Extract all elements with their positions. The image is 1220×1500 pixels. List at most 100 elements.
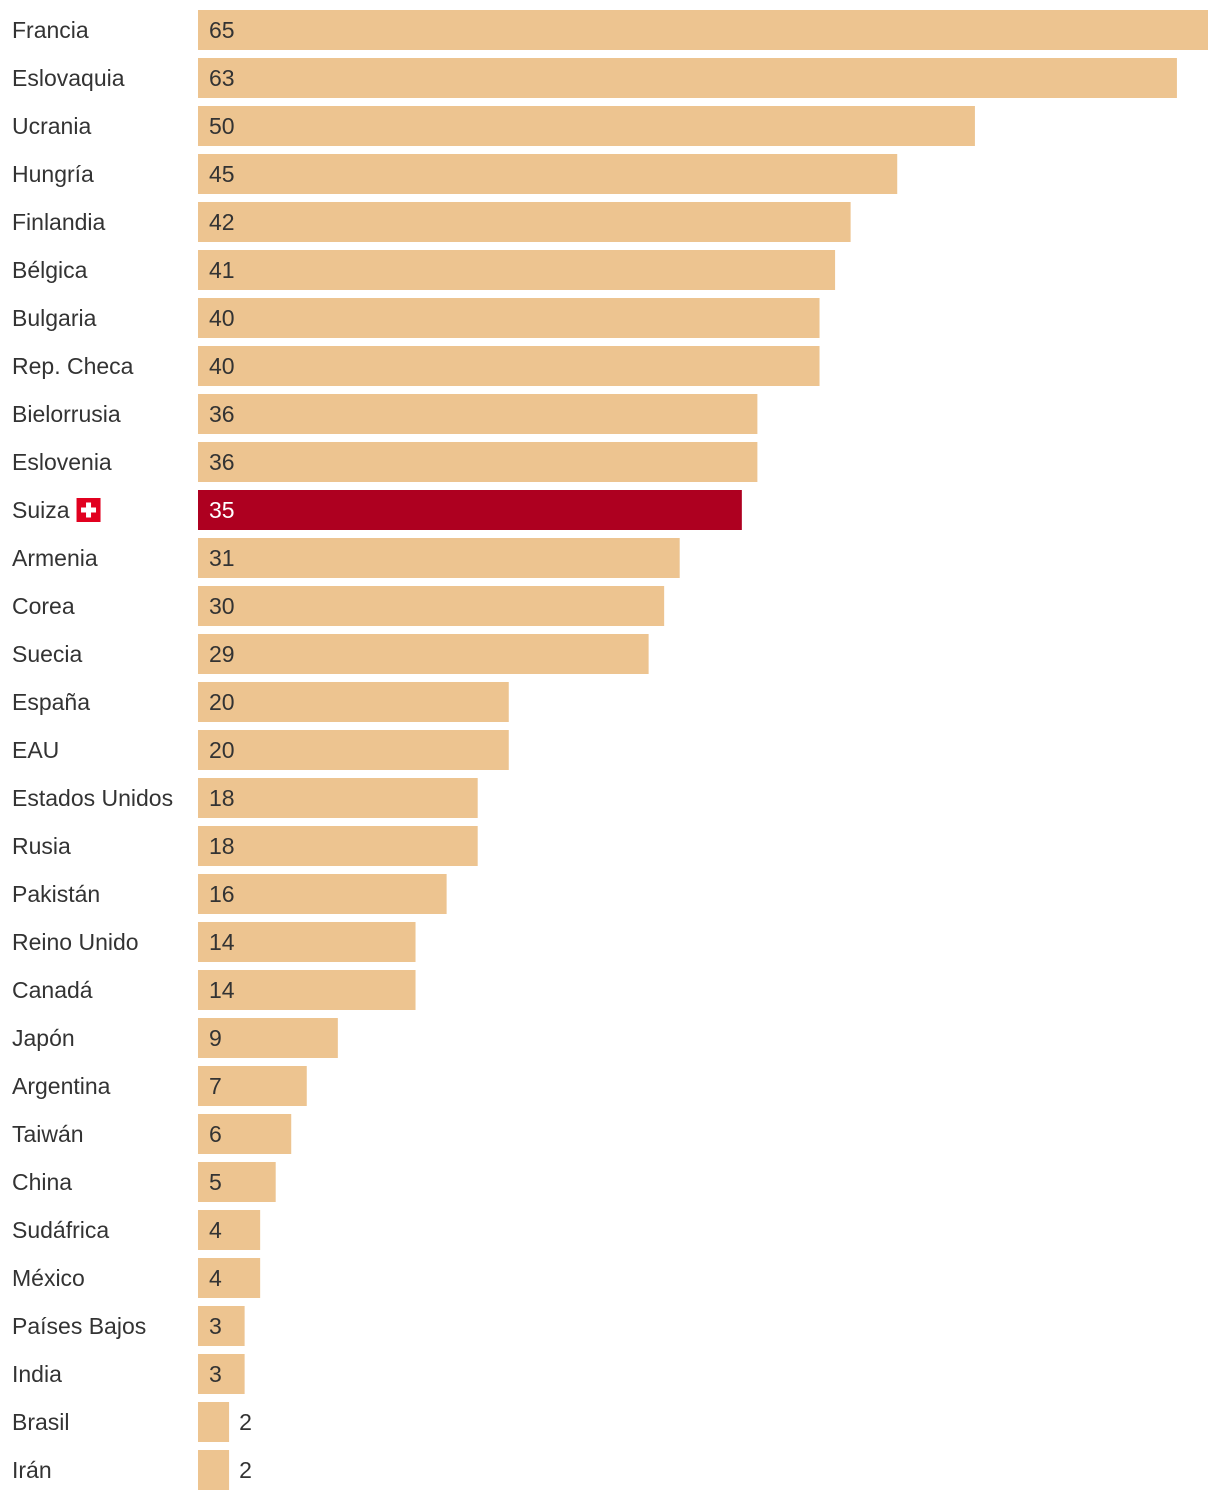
bar: [198, 730, 509, 770]
category-label: Sudáfrica: [12, 1217, 109, 1243]
bar: [198, 1210, 261, 1250]
category-label: Corea: [12, 593, 75, 619]
bar-row-armenia: Armenia 31: [12, 538, 680, 578]
bar-row-espana: España 20: [12, 682, 509, 722]
value-label: 18: [209, 833, 235, 859]
bar-row-china: China 5: [12, 1162, 276, 1202]
bar-row-rep-checa: Rep. Checa 40: [12, 346, 820, 386]
bar-row-argentina: Argentina 7: [12, 1066, 307, 1106]
bar: [198, 1258, 261, 1298]
bar-row-corea: Corea 30: [12, 586, 665, 626]
value-label: 14: [209, 977, 235, 1003]
category-label: Países Bajos: [12, 1313, 146, 1339]
value-label: 6: [209, 1121, 222, 1147]
bar-row-taiwan: Taiwán 6: [12, 1114, 292, 1154]
value-label: 3: [209, 1313, 222, 1339]
value-label: 29: [209, 641, 235, 667]
category-label: Taiwán: [12, 1121, 84, 1147]
bar-row-pakistan: Pakistán 16: [12, 874, 447, 914]
category-label: Hungría: [12, 161, 94, 187]
value-label: 40: [209, 353, 235, 379]
category-label: Reino Unido: [12, 929, 139, 955]
value-label: 63: [209, 65, 235, 91]
bar: [198, 1306, 245, 1346]
bar: [198, 1450, 230, 1490]
bar-row-iran: Irán 2: [12, 1450, 252, 1490]
value-label: 20: [209, 689, 235, 715]
bar-row-brasil: Brasil 2: [12, 1402, 252, 1442]
bar: [198, 346, 820, 386]
bar-row-sudafrica: Sudáfrica 4: [12, 1210, 261, 1250]
bar: [198, 490, 742, 530]
bar: [198, 586, 665, 626]
value-label: 36: [209, 401, 235, 427]
bar: [198, 298, 820, 338]
bar: [198, 826, 478, 866]
category-label: Finlandia: [12, 209, 106, 235]
bar: [198, 922, 416, 962]
bar: [198, 970, 416, 1010]
bar: [198, 778, 478, 818]
bar-row-mexico: México 4: [12, 1258, 261, 1298]
bar: [198, 250, 836, 290]
value-label: 42: [209, 209, 235, 235]
bar-row-ucrania: Ucrania 50: [12, 106, 975, 146]
value-label: 45: [209, 161, 235, 187]
value-label: 30: [209, 593, 235, 619]
category-label: Irán: [12, 1457, 52, 1483]
value-label: 40: [209, 305, 235, 331]
bar: [198, 154, 898, 194]
value-label: 14: [209, 929, 235, 955]
value-label: 65: [209, 17, 235, 43]
bar: [198, 1066, 307, 1106]
bar: [198, 442, 758, 482]
category-label: Eslovaquia: [12, 65, 125, 91]
value-label: 3: [209, 1361, 222, 1387]
category-label: EAU: [12, 737, 59, 763]
value-label: 35: [209, 497, 235, 523]
value-label: 7: [209, 1073, 222, 1099]
value-label: 31: [209, 545, 235, 571]
category-label: Eslovenia: [12, 449, 112, 475]
bar: [198, 874, 447, 914]
value-label: 20: [209, 737, 235, 763]
category-label: Suecia: [12, 641, 83, 667]
value-label: 36: [209, 449, 235, 475]
category-label: Bulgaria: [12, 305, 97, 331]
bar-row-hungria: Hungría 45: [12, 154, 898, 194]
value-label: 2: [239, 1457, 252, 1483]
category-label: Canadá: [12, 977, 93, 1003]
value-label: 16: [209, 881, 235, 907]
bar-row-japon: Japón 9: [12, 1018, 338, 1058]
swiss-flag-icon: [76, 498, 101, 522]
category-label: Bielorrusia: [12, 401, 121, 427]
category-label: México: [12, 1265, 85, 1291]
bar: [198, 1354, 245, 1394]
category-label: España: [12, 689, 90, 715]
bar: [198, 538, 680, 578]
category-label: Rusia: [12, 833, 71, 859]
category-label: Suiza: [12, 497, 70, 523]
bar-row-francia: Francia 65: [12, 10, 1208, 50]
bar-row-finlandia: Finlandia 42: [12, 202, 851, 242]
value-label: 2: [239, 1409, 252, 1435]
category-label: India: [12, 1361, 62, 1387]
bar: [198, 106, 975, 146]
bar-row-bielorrusia: Bielorrusia 36: [12, 394, 758, 434]
bar-row-eslovaquia: Eslovaquia 63: [12, 58, 1177, 98]
category-label: Estados Unidos: [12, 785, 173, 811]
bar: [198, 394, 758, 434]
bar-row-bulgaria: Bulgaria 40: [12, 298, 820, 338]
bar: [198, 58, 1177, 98]
category-label: Brasil: [12, 1409, 70, 1435]
category-label: Argentina: [12, 1073, 111, 1099]
value-label: 4: [209, 1265, 222, 1291]
value-label: 41: [209, 257, 235, 283]
value-label: 50: [209, 113, 235, 139]
category-label: Armenia: [12, 545, 98, 571]
bar: [198, 202, 851, 242]
bar-row-canada: Canadá 14: [12, 970, 416, 1010]
category-label: Francia: [12, 17, 89, 43]
bar: [198, 1114, 292, 1154]
